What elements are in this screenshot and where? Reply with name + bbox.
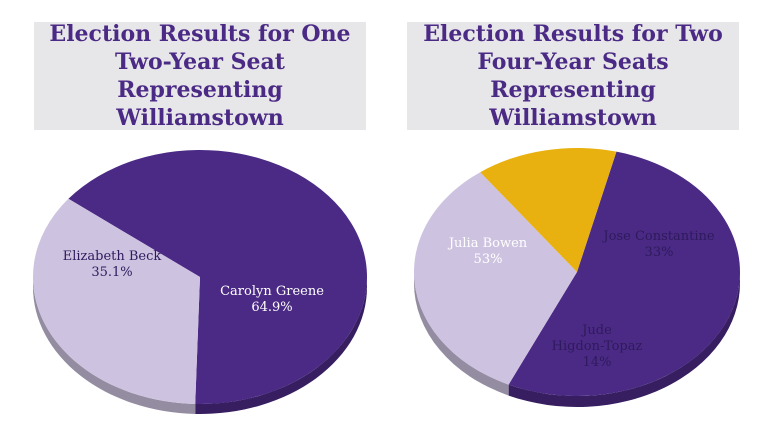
chart-1-slice-elizabeth-beck (33, 198, 200, 404)
chart-2-slice-jude-higdon-topaz (480, 147, 617, 272)
chart-2-slice-value-2: 14% (583, 355, 612, 370)
chart-2-slice-jose-constantine (414, 172, 577, 385)
chart-2-pie-sides (414, 272, 740, 407)
chart-2-slice-label-1: Jose Constantine (601, 229, 714, 244)
chart-2-slice-value-0: 53% (474, 252, 503, 267)
chart-2-slice-value-1: 33% (645, 245, 674, 260)
chart-1-slice-value-1: 35.1% (91, 265, 132, 280)
chart-1-slice-label-1: Elizabeth Beck (63, 249, 162, 264)
chart-2-title: Election Results for Two Four-Year Seats… (423, 21, 723, 131)
chart-2-title-box: Election Results for Two Four-Year Seats… (407, 21, 739, 131)
chart-1-slice-label-0: Carolyn Greene (220, 284, 324, 299)
chart-1-pie-sides (33, 277, 368, 414)
chart-2-slice-label-0: Julia Bowen (447, 236, 528, 251)
chart-1-title: Election Results for One Two-Year Seat R… (49, 21, 351, 131)
chart-1-slice-side-1 (33, 277, 196, 414)
chart-1-slice-value-0: 64.9% (251, 300, 292, 315)
chart-1-slice-carolyn-greene (68, 149, 368, 404)
chart-2-slice-side-0 (508, 272, 740, 407)
chart-2-slice-julia-bowen (508, 151, 741, 396)
chart-1-title-box: Election Results for One Two-Year Seat R… (34, 21, 366, 131)
chart-2-slice-side-1 (414, 272, 509, 396)
chart-2-slice-label-2: Jude Higdon-Topaz (552, 323, 643, 354)
